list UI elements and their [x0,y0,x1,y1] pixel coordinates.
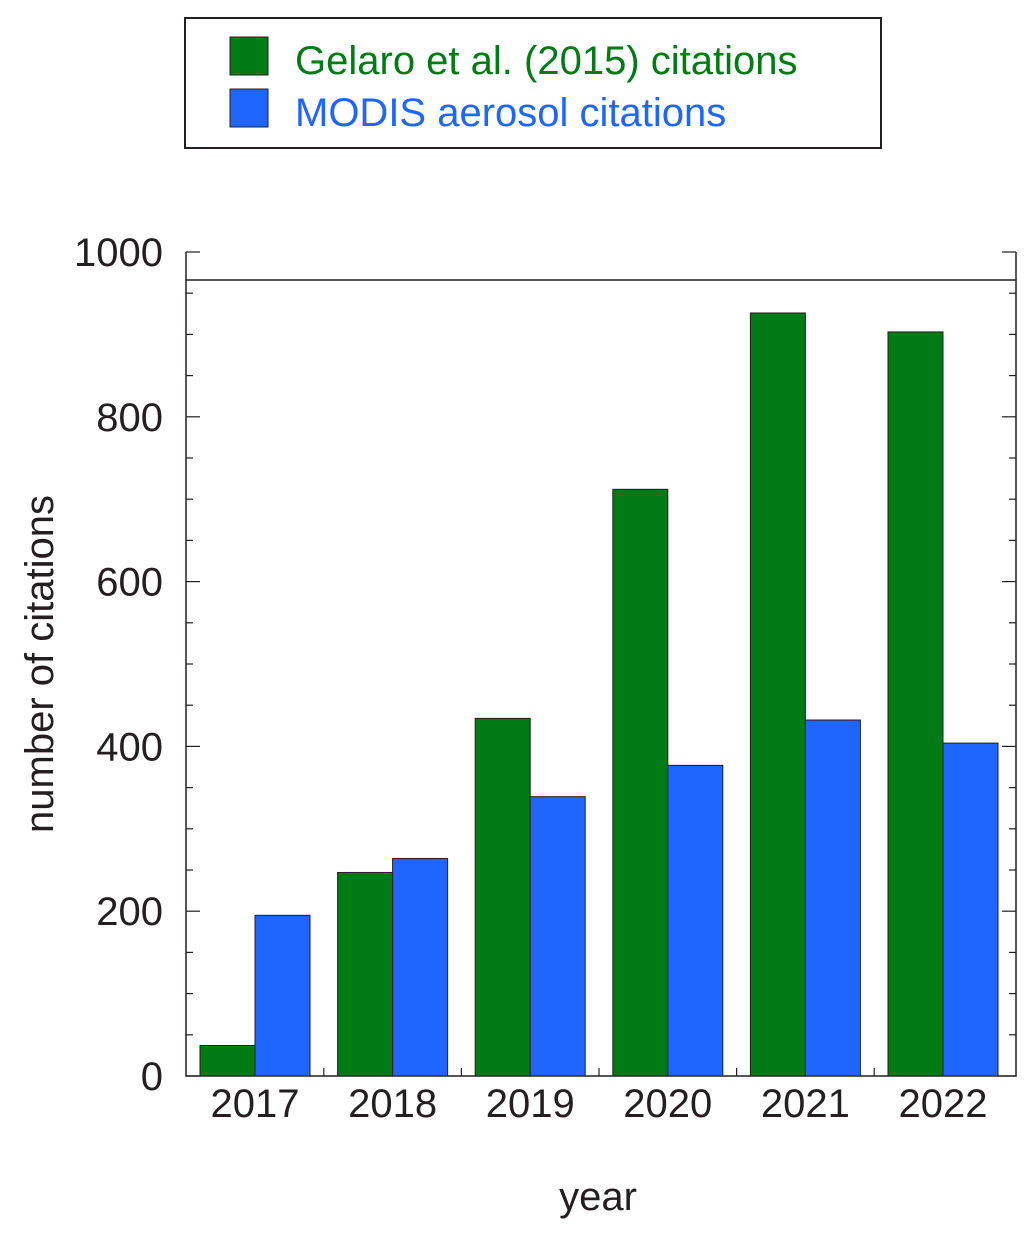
x-tick-label: 2021 [761,1082,850,1126]
x-tick-label: 2020 [623,1082,712,1126]
bar-gelaro-2022 [887,331,944,1077]
legend-swatch-modis [229,88,269,128]
bar-modis-2021 [804,719,861,1077]
bar-gelaro-2021 [749,312,806,1077]
bar-modis-2017 [254,914,311,1077]
bar-modis-2022 [942,742,999,1077]
bar-modis-2018 [392,857,449,1077]
x-tick-label: 2018 [348,1082,437,1126]
tick-labels: 0 200 400 600 800 1000 2017 2018 2019 2020 2021 202… [74,231,987,1126]
y-tick-label: 1000 [74,231,163,275]
bar-gelaro-2019 [474,717,531,1077]
y-tick-label: 800 [96,396,163,440]
y-axis-title: number of citations [18,495,62,833]
y-tick-label: 400 [96,725,163,769]
tick-marks [186,251,1016,1077]
legend: Gelaro et al. (2015) citations MODIS aer… [184,17,882,149]
x-axis-title: year [559,1175,637,1219]
bar-gelaro-2020 [612,488,669,1077]
x-tick-label: 2022 [899,1082,988,1126]
bar-gelaro-2017 [199,1045,256,1077]
bar-modis-2019 [529,796,586,1077]
bars [199,312,999,1077]
y-tick-label: 200 [96,890,163,934]
bar-modis-2020 [667,764,724,1077]
legend-swatch-gelaro [229,36,269,76]
y-tick-label: 0 [141,1055,163,1099]
legend-box [184,17,882,149]
x-tick-label: 2017 [211,1082,300,1126]
legend-label-modis: MODIS aerosol citations [295,91,726,135]
y-tick-label: 600 [96,561,163,605]
bar-gelaro-2018 [337,871,394,1077]
x-tick-label: 2019 [486,1082,575,1126]
plot-frame [185,279,1017,1077]
legend-label-gelaro: Gelaro et al. (2015) citations [295,39,797,83]
